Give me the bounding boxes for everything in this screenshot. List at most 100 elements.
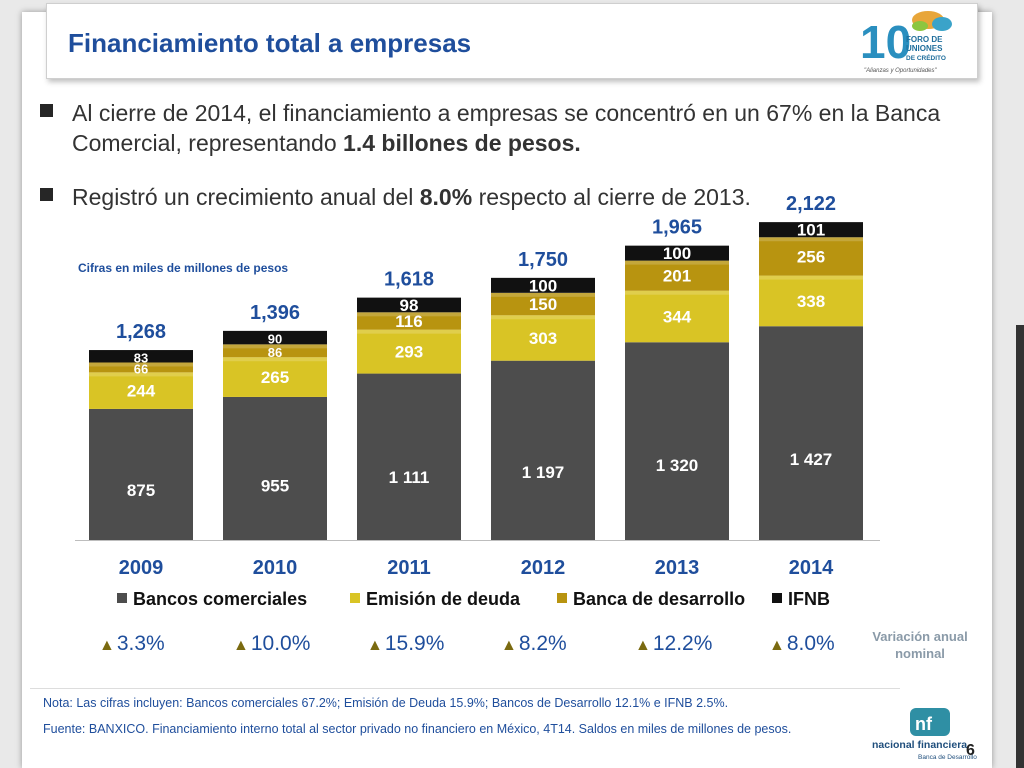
- bar-segment: [759, 275, 863, 327]
- variation-label: Variación anual nominal: [860, 628, 980, 662]
- growth-value-text: 8.0%: [786, 632, 835, 655]
- bar-segment: [357, 297, 461, 313]
- bar-segment-highlight: [625, 290, 729, 295]
- bullet-list: Al cierre de 2014, el financiamiento a e…: [40, 98, 980, 212]
- bar-segment: [759, 222, 863, 238]
- bar-segment-highlight: [89, 372, 193, 377]
- right-edge-bar: [1016, 325, 1024, 768]
- nafin-logo-name: nacional financiera: [872, 739, 967, 751]
- bullet-2-post: respecto al cierre de 2013.: [472, 184, 751, 210]
- bar-total-label: 1,268: [116, 321, 166, 343]
- growth-value-text: 12.2%: [652, 632, 713, 655]
- svg-text:DE CRÉDITO: DE CRÉDITO: [906, 53, 946, 62]
- bar-segment: [223, 344, 327, 358]
- bar-value-label: 265: [261, 368, 289, 387]
- bar-value-label: 875: [127, 481, 155, 500]
- legend-label: Banca de desarrollo: [573, 589, 745, 609]
- growth-value: ▲12.2%: [635, 632, 712, 656]
- bar-value-label: 66: [134, 361, 148, 376]
- bar-segment: [759, 237, 863, 276]
- bar-value-label: 100: [529, 276, 557, 295]
- up-triangle-icon: ▲: [99, 637, 115, 654]
- bar-value-label: 98: [400, 296, 419, 315]
- svg-text:nf: nf: [915, 714, 933, 734]
- bar-segment: [223, 330, 327, 345]
- growth-value-text: 8.2%: [518, 632, 567, 655]
- legend-swatch: [117, 593, 127, 603]
- bar-segment: [625, 245, 729, 261]
- bar-segment-highlight: [491, 292, 595, 297]
- bullet-square-icon: [40, 104, 53, 117]
- bar-segment: [89, 372, 193, 409]
- bar-segment: [759, 326, 863, 540]
- nafin-logo-sub: Banca de Desarrollo: [918, 754, 977, 761]
- legend-label: Bancos comerciales: [133, 589, 307, 609]
- footer-source: Fuente: BANXICO. Financiamiento interno …: [43, 722, 792, 736]
- bar-value-label: 1 427: [790, 450, 833, 469]
- bar-value-label: 101: [797, 221, 825, 240]
- bar-value-label: 244: [127, 382, 156, 401]
- foro-uniones-logo: 10 FORO DE UNIONES DE CRÉDITO "Alianzas …: [860, 11, 952, 74]
- bar-segment: [491, 360, 595, 540]
- x-tick-label: 2010: [253, 557, 298, 579]
- growth-value-text: 3.3%: [116, 632, 165, 655]
- bullet-1-bold: 1.4 billones de pesos.: [343, 130, 581, 156]
- bar-segment-highlight: [223, 357, 327, 362]
- legend-label: Emisión de deuda: [366, 589, 521, 609]
- bar-value-label: 100: [663, 244, 691, 263]
- up-triangle-icon: ▲: [635, 637, 651, 654]
- bar-segment: [223, 357, 327, 397]
- bullet-2-text: Registró un crecimiento anual del: [72, 184, 420, 210]
- bar-segment-highlight: [357, 329, 461, 334]
- svg-text:FORO DE: FORO DE: [906, 35, 943, 44]
- bullet-1-text: Al cierre de 2014, el financiamiento a e…: [72, 100, 941, 156]
- bar-value-label: 116: [395, 312, 422, 331]
- slide-title: Financiamiento total a empresas: [68, 28, 472, 58]
- bar-value-label: 1 197: [522, 463, 565, 482]
- bar-segment: [89, 408, 193, 540]
- bar-segment: [625, 260, 729, 291]
- bar-total-label: 1,965: [652, 217, 702, 239]
- bar-segment-highlight: [89, 362, 193, 367]
- bar-total-label: 2,122: [786, 193, 836, 215]
- page-number: 6: [966, 742, 975, 759]
- bar-value-label: 955: [261, 477, 289, 496]
- growth-value: ▲8.0%: [769, 632, 835, 656]
- bar-segment: [357, 312, 461, 330]
- variation-label-line1: Variación anual: [872, 629, 968, 644]
- bar-segment: [357, 329, 461, 374]
- bar-segment: [357, 373, 461, 540]
- up-triangle-icon: ▲: [233, 637, 249, 654]
- growth-value: ▲3.3%: [99, 632, 165, 656]
- bar-value-label: 86: [268, 345, 282, 360]
- legend-label: IFNB: [788, 589, 830, 609]
- logo-tagline: "Alianzas y Oportunidades": [864, 68, 938, 74]
- growth-value-text: 15.9%: [384, 632, 445, 655]
- units-label: Cifras en miles de millones de pesos: [78, 261, 289, 275]
- bullet-square-icon: [40, 188, 53, 201]
- bar-total-label: 1,396: [250, 302, 300, 324]
- title-tab: [46, 3, 978, 79]
- svg-text:UNIONES: UNIONES: [906, 44, 943, 53]
- x-tick-label: 2014: [789, 557, 834, 579]
- bar-segment: [491, 292, 595, 316]
- growth-row: ▲3.3% ▲10.0% ▲15.9% ▲8.2% ▲12.2% ▲8.0%: [0, 632, 1024, 662]
- bar-value-label: 83: [134, 350, 148, 365]
- bar-value-label: 1 111: [389, 468, 430, 487]
- bar-value-label: 256: [797, 247, 825, 266]
- bar-value-label: 293: [395, 343, 423, 362]
- growth-value: ▲10.0%: [233, 632, 310, 656]
- bar-value-label: 90: [268, 332, 282, 347]
- bullet-2-bold: 8.0%: [419, 184, 473, 210]
- bar-value-label: 338: [797, 292, 825, 311]
- bullet-1: Al cierre de 2014, el financiamiento a e…: [40, 98, 980, 158]
- bar-segment-highlight: [759, 275, 863, 280]
- bar-value-label: 344: [663, 307, 692, 326]
- bar-segment-highlight: [491, 315, 595, 320]
- footer-box: [30, 688, 900, 747]
- growth-value: ▲15.9%: [367, 632, 444, 656]
- bar-segment: [89, 350, 193, 363]
- bar-total-label: 1,618: [384, 269, 434, 291]
- bar-segment: [625, 342, 729, 540]
